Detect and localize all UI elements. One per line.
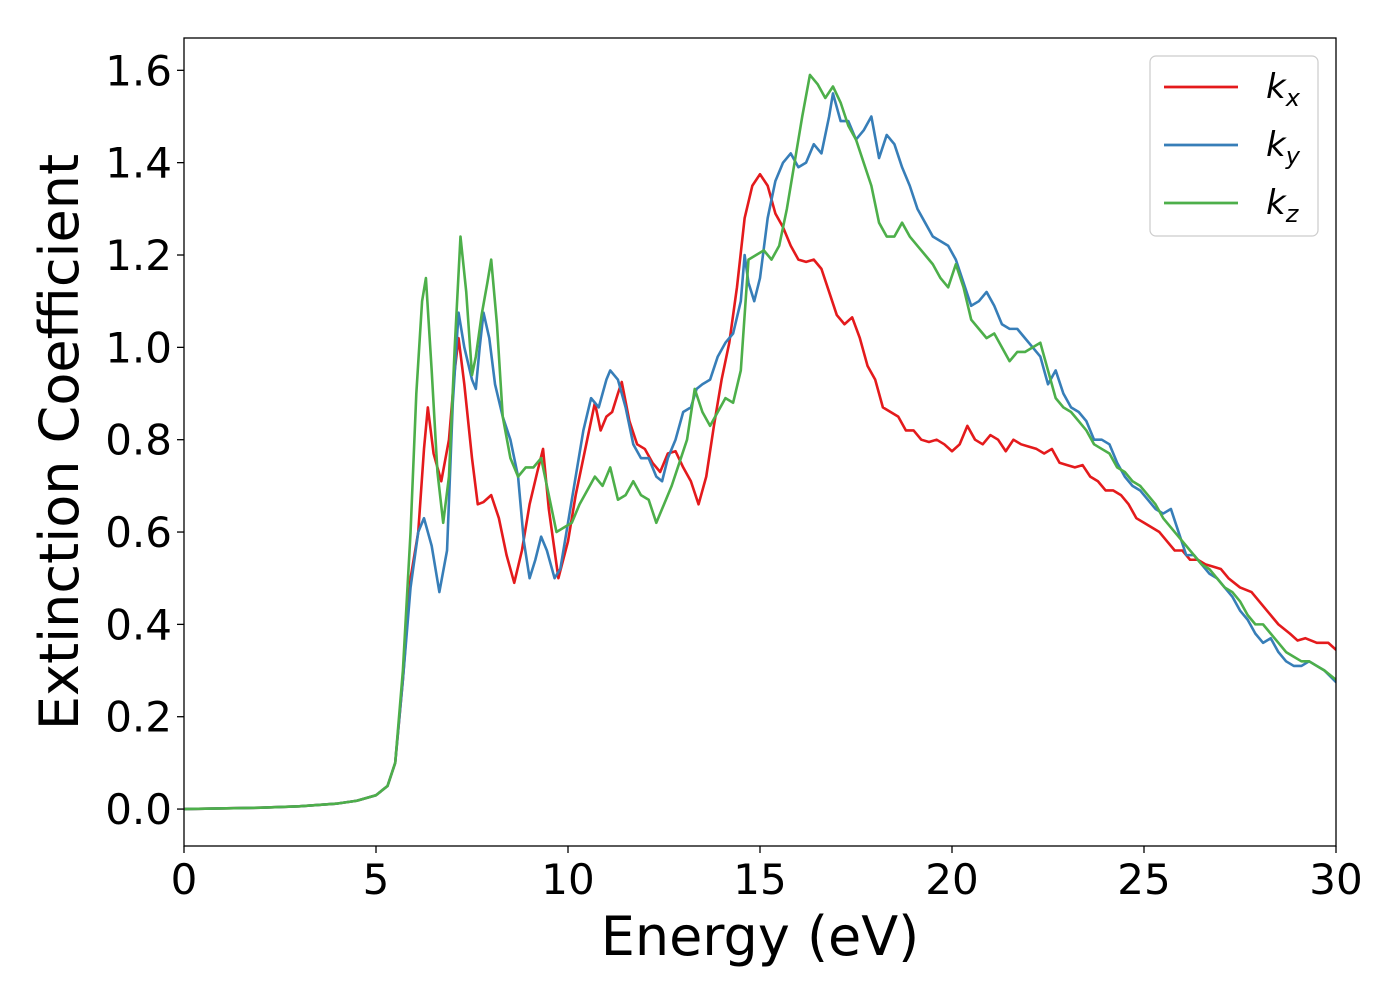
x-tick-label: 10 <box>541 855 594 904</box>
x-tick-label: 0 <box>171 855 198 904</box>
y-axis-title: Extinction Coefficient <box>28 154 91 730</box>
y-tick-label: 1.4 <box>105 139 172 188</box>
x-axis-title: Energy (eV) <box>601 905 920 968</box>
series-layer <box>184 73 1336 811</box>
y-tick-label: 1.6 <box>105 46 172 95</box>
y-tick-label: 0.6 <box>105 508 172 557</box>
series-line-ky <box>184 92 1336 811</box>
x-tick-label: 20 <box>925 855 978 904</box>
x-tick-label: 30 <box>1309 855 1362 904</box>
y-tick-label: 0.2 <box>105 693 172 742</box>
y-axis: 0.0 0.2 0.4 0.6 0.8 1.0 1.2 1.4 1.6 <box>105 46 184 834</box>
y-tick-label: 0.0 <box>105 785 172 834</box>
x-tick-label: 15 <box>733 855 786 904</box>
y-tick-label: 1.0 <box>105 323 172 372</box>
series-line-kz <box>184 73 1336 811</box>
y-tick-label: 1.2 <box>105 231 172 280</box>
x-tick-label: 5 <box>363 855 390 904</box>
y-tick-label: 0.8 <box>105 416 172 465</box>
y-tick-label: 0.4 <box>105 600 172 649</box>
x-axis: 0 5 10 15 20 25 30 <box>171 846 1363 904</box>
series-line-kx <box>184 172 1336 811</box>
x-tick-label: 25 <box>1117 855 1170 904</box>
